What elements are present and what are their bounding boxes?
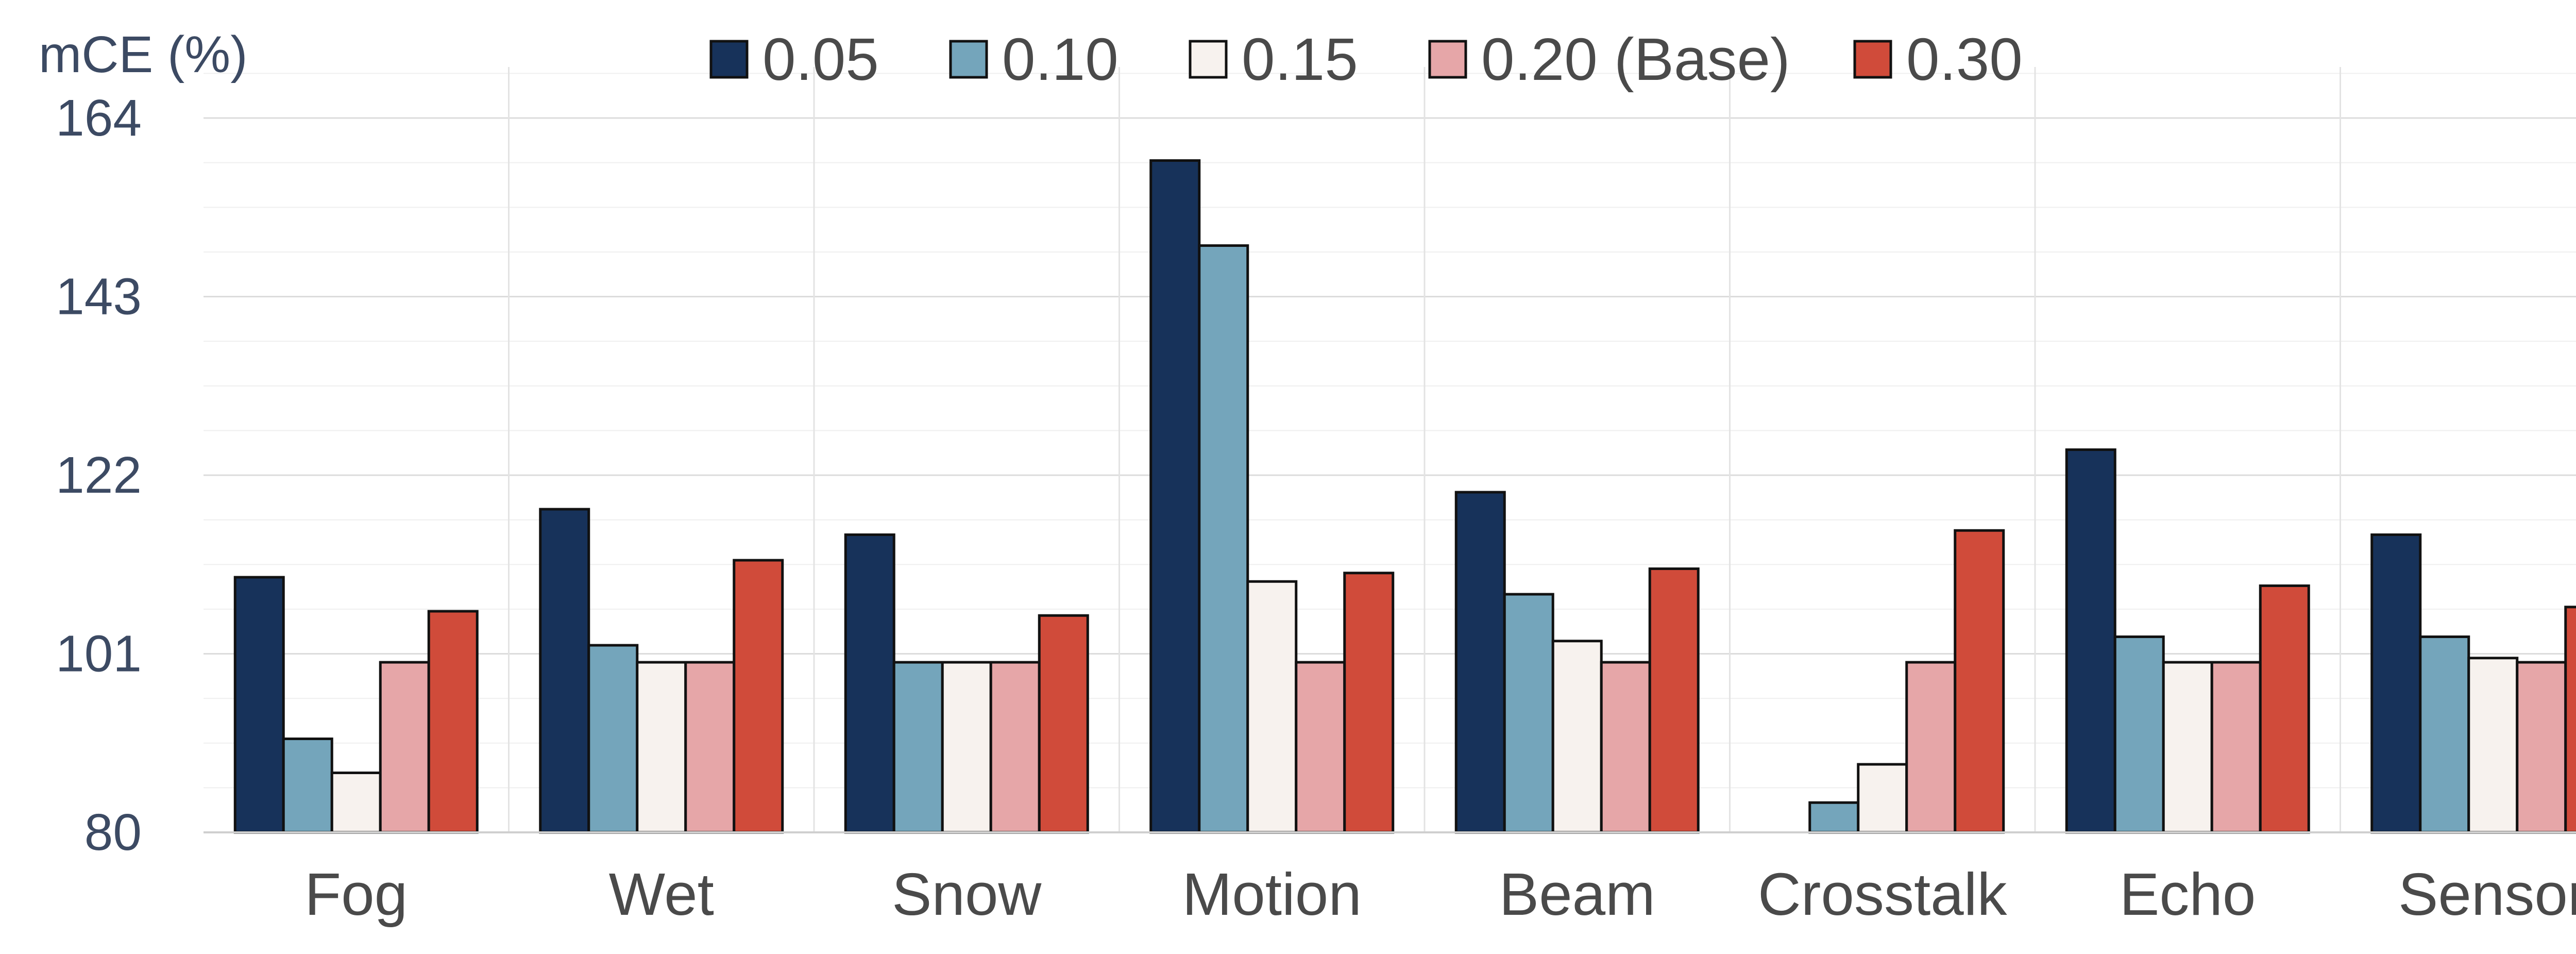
bar bbox=[1198, 244, 1249, 834]
bar bbox=[282, 738, 333, 834]
y-tick-label: 122 bbox=[56, 446, 142, 504]
bar bbox=[2419, 635, 2470, 834]
legend-entry: 0.15 bbox=[1242, 26, 1358, 93]
x-tick-label: Wet bbox=[609, 861, 714, 928]
x-tick-label: Motion bbox=[1182, 861, 1362, 928]
bar bbox=[1954, 529, 2005, 834]
y-tick-label: 164 bbox=[56, 89, 142, 147]
x-tick-label: Sensor bbox=[2398, 861, 2576, 928]
bar bbox=[636, 661, 687, 834]
bar bbox=[989, 661, 1041, 834]
bar bbox=[1648, 567, 1700, 834]
bar bbox=[379, 661, 430, 834]
bars bbox=[233, 159, 2576, 834]
bar bbox=[587, 644, 639, 834]
bar bbox=[1454, 491, 1506, 834]
bar bbox=[684, 661, 736, 834]
x-tick-label: Crosstalk bbox=[1758, 861, 2007, 928]
bar bbox=[2210, 661, 2262, 834]
bar bbox=[1246, 580, 1298, 834]
y-tick-label: 143 bbox=[56, 268, 142, 326]
bar bbox=[1857, 763, 1908, 834]
legend-entry: 0.05 bbox=[762, 26, 879, 93]
category-labels: Fog Wet Snow Motion Beam Crosstalk Echo Sensor bbox=[304, 861, 2576, 928]
legend-swatch bbox=[709, 40, 749, 79]
bar bbox=[427, 610, 479, 834]
bar bbox=[2259, 584, 2310, 834]
bar bbox=[1038, 614, 1089, 834]
bar bbox=[2564, 606, 2576, 834]
bar bbox=[1551, 640, 1603, 834]
bar bbox=[2467, 657, 2519, 834]
legend-entry: 0.30 bbox=[1906, 26, 2023, 93]
bar bbox=[2162, 661, 2213, 834]
y-tick-label: 101 bbox=[56, 625, 142, 683]
grid bbox=[204, 67, 2576, 833]
x-tick-label: Echo bbox=[2120, 861, 2256, 928]
bar bbox=[1600, 661, 1651, 834]
y-axis-label: mCE (%) bbox=[39, 26, 248, 83]
bar bbox=[1503, 593, 1554, 834]
bar bbox=[1343, 572, 1395, 834]
bar bbox=[330, 772, 382, 834]
bar bbox=[1149, 159, 1201, 834]
y-tick-label: 80 bbox=[84, 804, 142, 861]
bar bbox=[2065, 448, 2116, 834]
bar bbox=[1295, 661, 1346, 834]
bar bbox=[539, 508, 590, 834]
y-axis-ticks: 80 101 122 143 164 bbox=[56, 89, 142, 861]
legend-swatch bbox=[949, 40, 988, 79]
legend-swatch bbox=[1428, 40, 1467, 79]
x-tick-label: Fog bbox=[304, 861, 408, 928]
bar bbox=[1808, 801, 1860, 834]
legend-swatch bbox=[1853, 40, 1892, 79]
legend-entry: 0.10 bbox=[1002, 26, 1118, 93]
bar bbox=[733, 559, 784, 834]
bar bbox=[233, 576, 285, 834]
bar bbox=[2516, 661, 2567, 834]
x-tick-label: Snow bbox=[892, 861, 1042, 928]
bar bbox=[1905, 661, 1957, 834]
legend-swatch bbox=[1189, 40, 1228, 79]
bar bbox=[844, 533, 895, 834]
bar bbox=[2113, 635, 2165, 834]
bar bbox=[941, 661, 992, 834]
x-tick-label: Beam bbox=[1499, 861, 1655, 928]
legend-entry: 0.20 (Base) bbox=[1481, 26, 1790, 93]
bar bbox=[892, 661, 944, 834]
bar bbox=[2370, 533, 2422, 834]
legend: 0.05 0.10 0.15 0.20 (Base) 0.30 bbox=[709, 26, 2023, 93]
